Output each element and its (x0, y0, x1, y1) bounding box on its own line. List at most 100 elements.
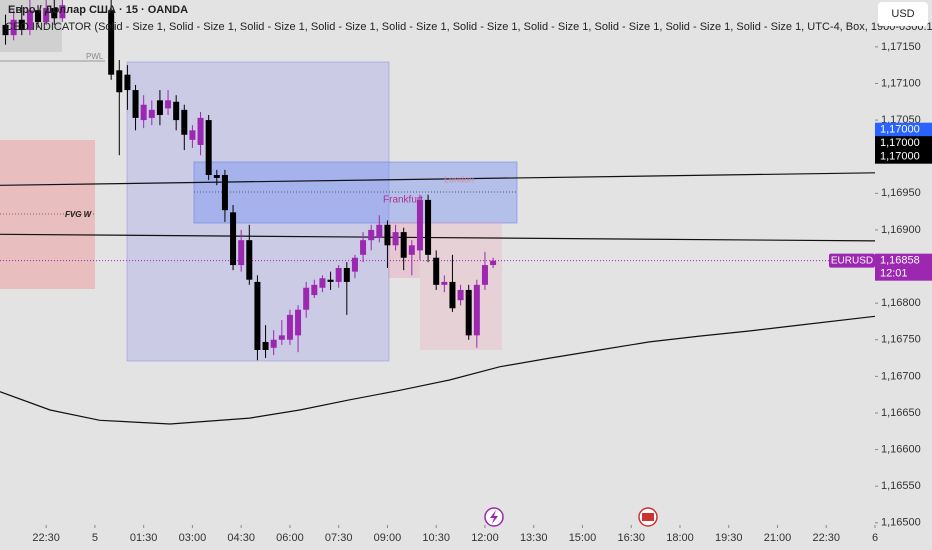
indicator-line (0, 172, 876, 186)
last-price-tag (875, 253, 932, 281)
y-tick-label: 1,16500 (881, 517, 921, 529)
candle-body (213, 175, 220, 178)
candle-body (335, 267, 342, 282)
y-tick-label: 1,16800 (881, 297, 921, 309)
candle-body (278, 335, 285, 340)
candle-body (286, 314, 293, 340)
candle-body (262, 341, 269, 350)
x-tick-label: 22:30 (32, 532, 60, 544)
candle-body (425, 199, 432, 255)
candle-body (408, 245, 415, 255)
candle-body (270, 339, 277, 348)
axes: 1,16500 1,16550 1,16600 1,16650 1,16700 1,167… (32, 41, 932, 544)
annotation: Frankfurt (383, 195, 423, 206)
chart-title: Евро / Доллар США · 15 · OANDA (8, 4, 188, 16)
candle-body (441, 281, 448, 285)
indicator-line (0, 233, 876, 242)
candle-body (2, 24, 9, 36)
candle-body (457, 289, 464, 301)
annotation: FVG W (65, 210, 93, 219)
x-tick-label: 21:00 (764, 532, 792, 544)
candle-body (230, 212, 237, 266)
x-tick-label: 07:30 (325, 532, 353, 544)
y-tick-label: 1,16650 (881, 407, 921, 419)
candle-body (246, 240, 253, 280)
candle-body (108, 10, 115, 75)
x-tick-label: 15:00 (569, 532, 597, 544)
y-tick-label: 1,17150 (881, 41, 921, 53)
last-price-label: 1,16858 (880, 255, 920, 267)
price-tag-label: 1,17000 (880, 124, 920, 136)
candle-body (392, 232, 399, 246)
annotation: PWL (86, 52, 104, 61)
x-tick-label: 16:30 (617, 532, 645, 544)
price-tag (875, 122, 932, 137)
candle-body (295, 309, 302, 336)
candle-body (140, 104, 147, 121)
y-tick-label: 1,16900 (881, 224, 921, 236)
candle-body (490, 260, 497, 266)
x-tick-label: 22:30 (812, 532, 840, 544)
symbol-tag (829, 253, 875, 268)
x-tick-label: 12:00 (471, 532, 499, 544)
candle-body (238, 240, 245, 266)
candle-body (449, 281, 456, 309)
candle-body (156, 100, 163, 115)
y-tick-label: 1,16950 (881, 187, 921, 199)
candle-body (376, 224, 383, 238)
x-tick-label: 04:30 (227, 532, 255, 544)
y-tick-label: 1,17100 (881, 77, 921, 89)
candle-body (165, 100, 172, 109)
y-tick-label: 1,16600 (881, 443, 921, 455)
candle-body (254, 281, 261, 350)
candle-body (173, 101, 180, 121)
candle-body (132, 90, 139, 118)
candle-body (189, 130, 196, 140)
candle-body (343, 267, 350, 282)
candle-body (384, 224, 391, 246)
candle-body (148, 109, 155, 118)
x-tick-label: 6 (872, 532, 878, 544)
candle-body (43, 8, 50, 22)
candle-body (116, 70, 123, 93)
candle-body (481, 265, 488, 285)
indicator-line (0, 315, 876, 425)
candle-body (197, 117, 204, 145)
london-box (193, 161, 518, 224)
x-tick-label: 5 (92, 532, 98, 544)
candle-body (26, 10, 33, 31)
symbol-tag-label: EURUSD (831, 255, 873, 266)
x-tick-label: 09:00 (374, 532, 402, 544)
x-tick-label: 03:00 (179, 532, 207, 544)
currency-button-label[interactable]: USD (891, 8, 914, 20)
candle-body (473, 284, 480, 336)
candle-body (360, 240, 367, 255)
candle-body (59, 5, 66, 19)
event-icon-bolt (490, 510, 498, 524)
price-tag (875, 149, 932, 164)
candle-body (311, 284, 318, 296)
x-tick-label: 06:00 (276, 532, 304, 544)
candle-body (400, 232, 407, 258)
candle-body (181, 109, 188, 135)
candle-body (327, 279, 334, 282)
candle-body (35, 10, 42, 22)
candle-body (10, 19, 17, 36)
y-tick-label: 1,16700 (881, 370, 921, 382)
candle-body (433, 257, 440, 285)
x-tick-label: 10:30 (422, 532, 450, 544)
x-tick-label: 18:00 (666, 532, 694, 544)
annotation: London (444, 174, 474, 184)
indicator-label: CEO INDICATOR (Solid - Size 1, Solid - S… (5, 21, 932, 33)
candle-body (51, 8, 58, 19)
candle-body (205, 120, 212, 175)
candle-body (124, 74, 131, 91)
candle-body (368, 229, 375, 241)
x-tick-label: 13:30 (520, 532, 548, 544)
candle-body (465, 289, 472, 336)
y-tick-label: 1,16750 (881, 334, 921, 346)
currency-button[interactable] (878, 2, 928, 26)
plot: FVG W Frankfurt London PWL (0, 0, 876, 425)
